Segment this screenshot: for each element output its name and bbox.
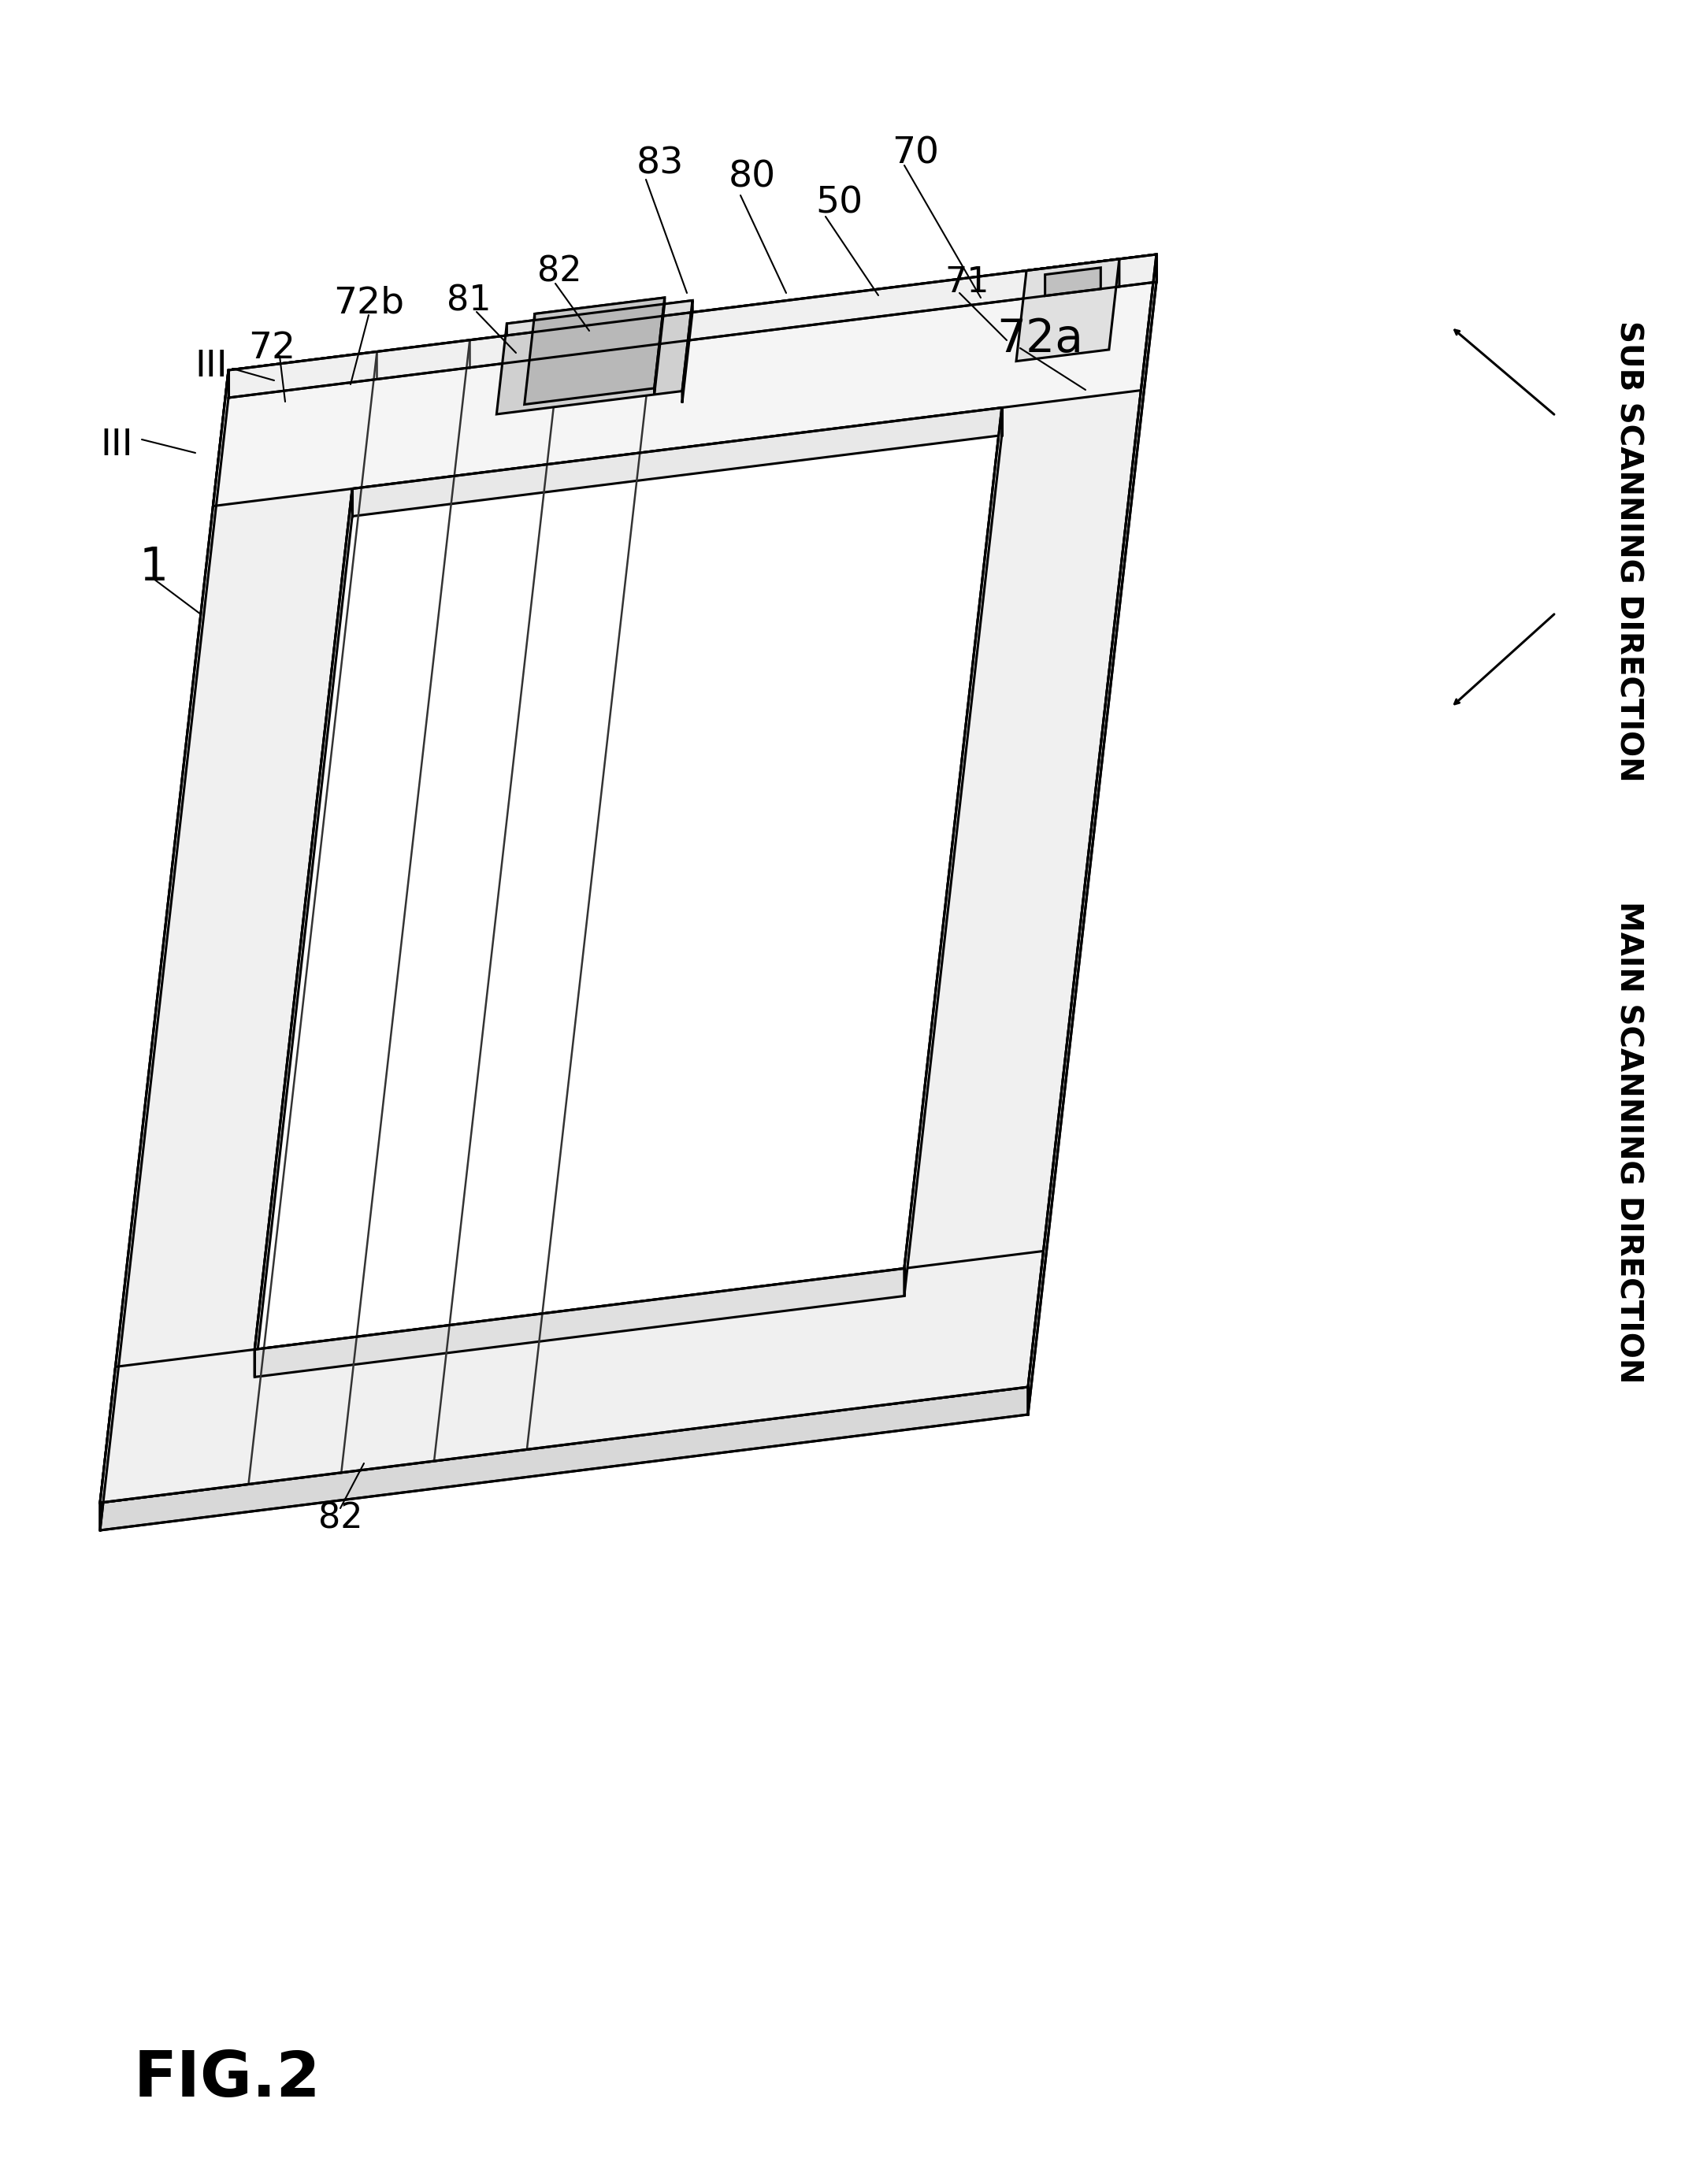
Text: 81: 81 <box>446 284 490 319</box>
Text: MAIN SCANNING DIRECTION: MAIN SCANNING DIRECTION <box>1615 900 1643 1382</box>
Polygon shape <box>254 1269 904 1378</box>
Polygon shape <box>1026 260 1119 299</box>
Polygon shape <box>229 253 1157 397</box>
Text: 50: 50 <box>816 186 863 221</box>
Polygon shape <box>1028 253 1157 1415</box>
Polygon shape <box>507 301 692 336</box>
Polygon shape <box>1016 260 1119 360</box>
Polygon shape <box>100 1387 1028 1531</box>
Text: III: III <box>195 349 227 384</box>
Text: 80: 80 <box>729 159 777 194</box>
Text: SUB SCANNING DIRECTION: SUB SCANNING DIRECTION <box>1615 321 1643 782</box>
Polygon shape <box>100 354 368 1503</box>
Polygon shape <box>655 297 665 395</box>
Text: 72b: 72b <box>332 286 404 321</box>
Polygon shape <box>682 301 692 402</box>
Polygon shape <box>214 253 1157 507</box>
Polygon shape <box>1045 269 1101 295</box>
Text: 82: 82 <box>319 1503 363 1535</box>
Text: 83: 83 <box>636 146 683 181</box>
Polygon shape <box>353 408 1002 515</box>
Text: 82: 82 <box>538 256 582 288</box>
Text: 70: 70 <box>892 135 940 170</box>
Polygon shape <box>254 489 353 1378</box>
Polygon shape <box>904 408 1002 1295</box>
Text: III: III <box>100 428 132 463</box>
Text: 72: 72 <box>248 330 295 367</box>
Text: 1: 1 <box>139 544 168 590</box>
Polygon shape <box>497 301 692 415</box>
Polygon shape <box>534 297 665 321</box>
Text: 72a: 72a <box>997 317 1084 360</box>
Polygon shape <box>524 297 665 404</box>
Text: 71: 71 <box>945 264 989 299</box>
Polygon shape <box>100 369 229 1531</box>
Polygon shape <box>889 253 1157 1404</box>
Polygon shape <box>100 1251 1043 1503</box>
Text: FIG.2: FIG.2 <box>134 2049 321 2110</box>
